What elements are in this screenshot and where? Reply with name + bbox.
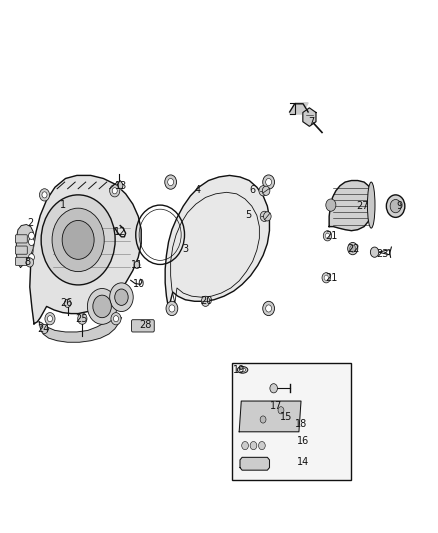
Circle shape xyxy=(386,195,405,217)
Text: 16: 16 xyxy=(297,437,309,447)
Text: 8: 8 xyxy=(25,257,31,268)
Polygon shape xyxy=(16,224,34,268)
Circle shape xyxy=(28,254,35,261)
Text: 14: 14 xyxy=(297,457,309,467)
Circle shape xyxy=(26,258,34,267)
Text: 11: 11 xyxy=(131,260,143,270)
FancyBboxPatch shape xyxy=(232,362,351,480)
Text: 28: 28 xyxy=(139,320,152,330)
Circle shape xyxy=(28,232,35,239)
Text: 19: 19 xyxy=(233,365,245,375)
Circle shape xyxy=(41,195,115,285)
Circle shape xyxy=(62,221,94,260)
Circle shape xyxy=(45,312,55,325)
Circle shape xyxy=(88,288,117,324)
Circle shape xyxy=(325,233,329,238)
Circle shape xyxy=(326,199,336,211)
FancyBboxPatch shape xyxy=(15,235,27,243)
Text: 4: 4 xyxy=(195,185,201,195)
Ellipse shape xyxy=(237,367,248,373)
Text: 22: 22 xyxy=(347,244,360,254)
Text: 26: 26 xyxy=(60,298,73,309)
Text: 9: 9 xyxy=(396,201,402,211)
Text: 23: 23 xyxy=(376,249,389,259)
Text: 2: 2 xyxy=(28,218,34,228)
FancyBboxPatch shape xyxy=(131,320,154,332)
Polygon shape xyxy=(303,108,316,126)
Text: 18: 18 xyxy=(295,418,307,429)
Text: 3: 3 xyxy=(182,244,188,254)
Circle shape xyxy=(260,211,268,222)
Circle shape xyxy=(266,179,272,185)
Circle shape xyxy=(262,186,270,196)
Polygon shape xyxy=(240,457,269,470)
Text: 15: 15 xyxy=(280,413,293,423)
Circle shape xyxy=(263,301,275,316)
Circle shape xyxy=(111,312,121,325)
Circle shape xyxy=(266,305,272,312)
Circle shape xyxy=(371,247,379,257)
Text: 10: 10 xyxy=(133,279,145,289)
Circle shape xyxy=(64,299,71,308)
Circle shape xyxy=(323,231,332,241)
Polygon shape xyxy=(329,181,372,231)
Circle shape xyxy=(134,261,140,269)
Circle shape xyxy=(259,185,267,196)
Text: 21: 21 xyxy=(325,273,338,283)
Circle shape xyxy=(113,316,119,322)
Circle shape xyxy=(278,407,284,414)
FancyBboxPatch shape xyxy=(15,257,27,265)
Circle shape xyxy=(41,324,48,334)
Circle shape xyxy=(52,208,104,272)
Circle shape xyxy=(166,301,178,316)
Circle shape xyxy=(322,273,330,283)
Circle shape xyxy=(78,313,87,324)
Circle shape xyxy=(390,199,401,213)
Circle shape xyxy=(168,179,173,185)
Polygon shape xyxy=(117,181,123,189)
Circle shape xyxy=(169,305,175,312)
Polygon shape xyxy=(239,401,301,432)
Text: 27: 27 xyxy=(357,201,369,211)
Circle shape xyxy=(263,175,275,189)
Text: 25: 25 xyxy=(75,314,87,324)
Circle shape xyxy=(112,188,117,194)
FancyBboxPatch shape xyxy=(15,246,27,254)
Circle shape xyxy=(270,384,277,393)
Text: 24: 24 xyxy=(37,324,49,334)
Ellipse shape xyxy=(240,368,246,372)
Text: 1: 1 xyxy=(60,200,67,210)
Polygon shape xyxy=(39,315,121,342)
Circle shape xyxy=(250,441,257,450)
Circle shape xyxy=(242,441,248,450)
Ellipse shape xyxy=(367,182,375,228)
Text: 5: 5 xyxy=(245,211,251,220)
Polygon shape xyxy=(290,103,308,114)
Circle shape xyxy=(324,275,328,280)
Text: 20: 20 xyxy=(200,296,212,306)
Circle shape xyxy=(348,243,358,255)
Text: 13: 13 xyxy=(115,181,127,191)
Circle shape xyxy=(39,189,49,201)
Circle shape xyxy=(264,212,271,221)
Circle shape xyxy=(165,175,177,189)
Circle shape xyxy=(350,245,356,252)
Text: 17: 17 xyxy=(269,401,282,411)
Circle shape xyxy=(47,316,53,322)
Text: 21: 21 xyxy=(325,231,338,241)
Circle shape xyxy=(28,238,35,246)
Circle shape xyxy=(42,192,47,198)
Text: 7: 7 xyxy=(308,117,314,127)
Text: 6: 6 xyxy=(250,185,256,195)
Circle shape xyxy=(201,296,210,306)
Circle shape xyxy=(115,289,128,305)
Text: 12: 12 xyxy=(114,227,127,237)
Circle shape xyxy=(93,295,111,318)
Circle shape xyxy=(110,283,133,311)
Circle shape xyxy=(258,441,265,450)
Circle shape xyxy=(260,416,266,423)
Circle shape xyxy=(110,184,120,197)
Polygon shape xyxy=(165,175,269,309)
Polygon shape xyxy=(30,175,141,324)
